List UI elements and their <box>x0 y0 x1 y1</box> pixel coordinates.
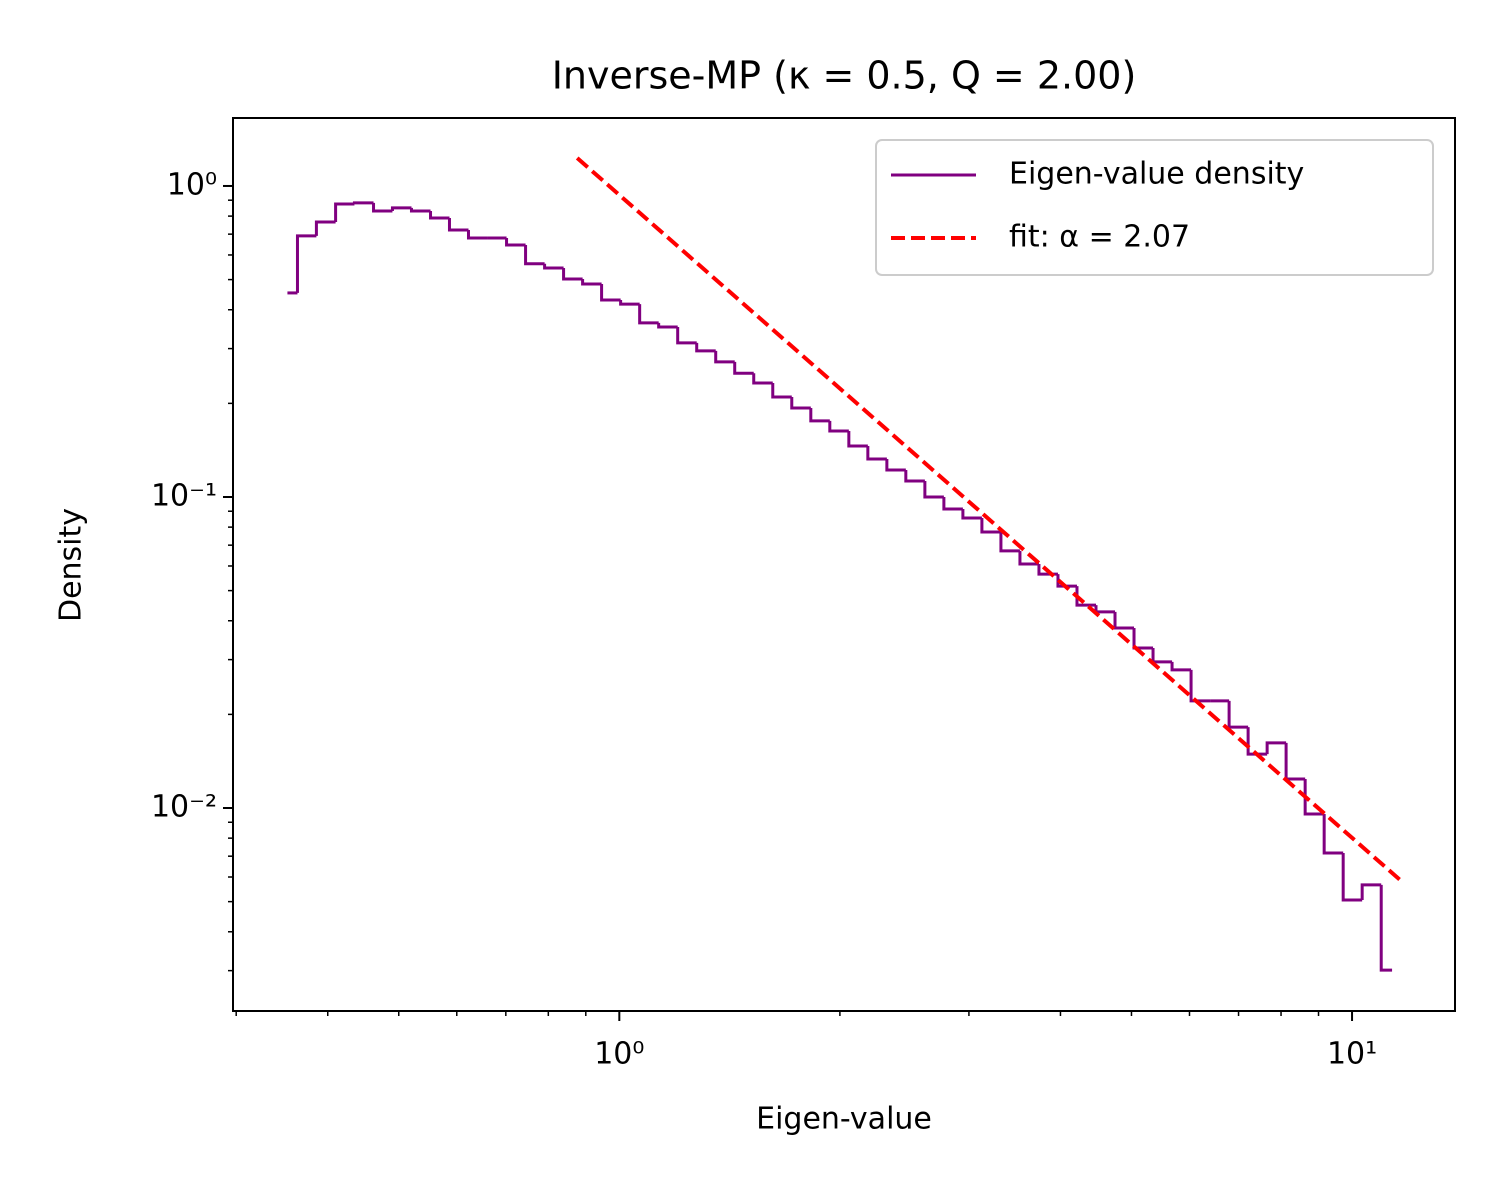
y-axis-label: Density <box>54 508 89 622</box>
histogram-step <box>619 299 640 306</box>
fit-line <box>575 156 1402 882</box>
histogram-step <box>1303 778 1325 816</box>
histogram-step <box>524 244 545 266</box>
histogram-step <box>505 238 526 247</box>
histogram-step <box>828 420 849 433</box>
histogram-step <box>657 322 678 329</box>
histogram-step <box>543 263 564 270</box>
histogram-step <box>390 206 412 211</box>
histogram-step <box>752 373 773 385</box>
histogram-step <box>999 531 1020 553</box>
histogram-step <box>1379 884 1393 972</box>
chart-title: Inverse-MP (κ = 0.5, Q = 2.00) <box>552 54 1137 98</box>
axes-frame <box>232 117 1456 1012</box>
y-tick-label: 10⁻² <box>151 790 217 825</box>
histogram-step <box>1246 727 1268 756</box>
histogram-step <box>352 201 374 205</box>
histogram-step <box>885 458 906 472</box>
histogram-step <box>942 496 963 511</box>
histogram-step <box>334 202 355 222</box>
histogram-step <box>314 220 336 236</box>
y-tick-label: 10⁰ <box>167 167 217 202</box>
histogram-step <box>695 342 716 353</box>
histogram-step <box>847 430 868 448</box>
histogram-step <box>1113 611 1135 630</box>
plot-area <box>287 156 1402 972</box>
histogram-step <box>372 202 393 213</box>
histogram-step <box>429 210 450 220</box>
histogram-step <box>581 279 602 286</box>
histogram-step <box>600 283 621 302</box>
y-tick-label: 10⁻¹ <box>151 478 217 513</box>
histogram-step <box>1227 700 1249 729</box>
histogram-step <box>466 229 488 240</box>
histogram-step <box>1265 741 1287 755</box>
histogram-step <box>1341 852 1363 902</box>
histogram-step <box>1056 574 1077 588</box>
histogram-step <box>961 508 982 520</box>
histogram-step <box>1360 883 1382 901</box>
legend-label: fit: α = 2.07 <box>1009 220 1190 255</box>
histogram-step <box>1170 661 1192 672</box>
histogram-step <box>866 445 887 461</box>
legend-box <box>875 139 1434 276</box>
histogram-step <box>904 470 925 483</box>
histogram-step <box>295 234 317 293</box>
histogram-step <box>733 361 754 375</box>
histogram-step <box>1018 550 1039 566</box>
legend-label: Eigen-value density <box>1009 157 1304 192</box>
histogram-step <box>447 217 469 232</box>
histogram-step <box>562 267 583 281</box>
histogram-step <box>409 207 431 213</box>
histogram-step <box>771 382 792 399</box>
histogram-step <box>1189 669 1211 703</box>
x-tick-label: 10¹ <box>1327 1037 1377 1072</box>
x-tick-label: 10⁰ <box>594 1037 644 1072</box>
histogram-step <box>676 327 697 345</box>
histogram-step <box>1322 813 1344 855</box>
histogram-step <box>790 396 811 410</box>
histogram-step <box>809 407 830 423</box>
histogram-step <box>638 304 659 325</box>
histogram-step <box>980 517 1001 534</box>
histogram-step <box>714 350 735 364</box>
x-axis-label: Eigen-value <box>756 1102 932 1137</box>
histogram-step <box>923 480 944 499</box>
